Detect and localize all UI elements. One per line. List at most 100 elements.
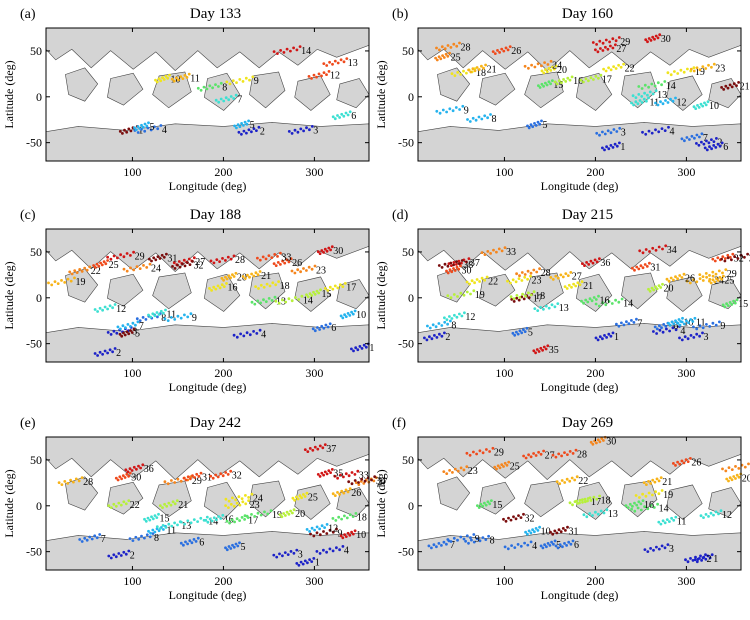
track-point — [657, 284, 661, 287]
track-16: 16 — [208, 282, 238, 294]
track-point — [185, 76, 189, 79]
track-point — [348, 110, 352, 114]
track-point — [310, 294, 314, 297]
track-point — [646, 93, 649, 97]
track-point — [228, 82, 232, 86]
track-5: 5 — [526, 119, 548, 131]
track-point — [313, 528, 316, 532]
track-point — [707, 141, 711, 145]
track-point — [554, 274, 558, 278]
track-point — [718, 144, 722, 148]
track-point — [130, 469, 134, 472]
track-point — [704, 553, 707, 557]
track-point — [536, 529, 540, 532]
track-point — [689, 334, 693, 337]
land-shape — [203, 273, 241, 312]
track-point — [347, 480, 351, 484]
track-33: 33 — [333, 469, 369, 482]
track-25: 25 — [291, 491, 318, 504]
track-point — [640, 87, 644, 90]
track-label: 19 — [76, 277, 86, 288]
track-label: 26 — [511, 46, 521, 57]
track-point — [743, 465, 747, 469]
track-point — [151, 528, 155, 532]
track-point — [724, 268, 728, 271]
track-point — [652, 506, 656, 509]
track-point — [245, 331, 249, 335]
track-point — [651, 493, 654, 497]
track-point — [338, 493, 341, 496]
track-point — [705, 148, 709, 152]
track-point — [594, 48, 597, 52]
track-29: 29 — [698, 268, 737, 280]
track-label: 7 — [703, 133, 708, 144]
track-label: 12 — [722, 510, 732, 521]
track-9: 9 — [435, 104, 469, 117]
track-point — [276, 261, 280, 264]
track-30: 30 — [445, 264, 472, 276]
track-point — [449, 540, 453, 543]
track-point — [148, 518, 152, 522]
track-point — [157, 512, 160, 516]
track-point — [225, 282, 228, 285]
track-point — [229, 276, 233, 280]
track-point — [484, 63, 487, 67]
track-point — [646, 550, 650, 553]
track-point — [662, 323, 666, 326]
track-point — [336, 286, 340, 290]
track-point — [711, 321, 715, 325]
track-4: 4 — [503, 540, 537, 552]
track-point — [340, 489, 344, 493]
track-28: 28 — [551, 448, 587, 460]
track-point — [117, 501, 121, 505]
track-point — [728, 301, 732, 304]
track-point — [549, 530, 552, 534]
track-point — [512, 300, 516, 303]
track-point — [170, 77, 174, 81]
track-point — [522, 328, 525, 331]
track-label: 14 — [301, 46, 311, 57]
track-point — [229, 547, 233, 550]
track-label: 5 — [135, 329, 140, 340]
track-point — [273, 295, 277, 299]
track-label: 19 — [475, 290, 485, 301]
track-22: 22 — [602, 62, 635, 74]
track-point — [440, 324, 444, 327]
track-point — [164, 308, 167, 312]
track-point — [98, 533, 102, 536]
track-point — [532, 452, 535, 455]
track-label: 4 — [162, 125, 167, 136]
track-point — [443, 331, 446, 335]
track-point — [603, 132, 607, 136]
track-point — [545, 545, 548, 549]
track-point — [561, 275, 565, 279]
track-point — [109, 333, 113, 336]
track-point — [281, 298, 284, 302]
track-point — [232, 333, 236, 337]
track-point — [678, 274, 682, 277]
track-point — [560, 454, 563, 458]
track-13: 13 — [582, 508, 618, 520]
track-point — [197, 474, 201, 478]
track-point — [97, 264, 101, 268]
track-29: 29 — [591, 36, 630, 48]
track-point — [75, 271, 79, 274]
y-axis-label: Latitude (deg) — [374, 261, 388, 329]
track-point — [323, 526, 326, 529]
track-point — [468, 282, 471, 286]
track-point — [348, 314, 352, 317]
land-shape — [65, 67, 99, 102]
track-point — [660, 127, 664, 130]
track-point — [282, 51, 286, 54]
track-point — [601, 41, 605, 45]
track-point — [710, 138, 713, 142]
track-point — [199, 88, 203, 92]
track-point — [227, 274, 231, 278]
track-point — [326, 325, 330, 329]
track-point — [544, 347, 548, 351]
track-point — [132, 250, 136, 254]
track-point — [536, 62, 540, 66]
track-label: 17 — [602, 74, 612, 85]
track-point — [235, 335, 239, 339]
x-axis-label: Longitude (deg) — [541, 588, 619, 602]
